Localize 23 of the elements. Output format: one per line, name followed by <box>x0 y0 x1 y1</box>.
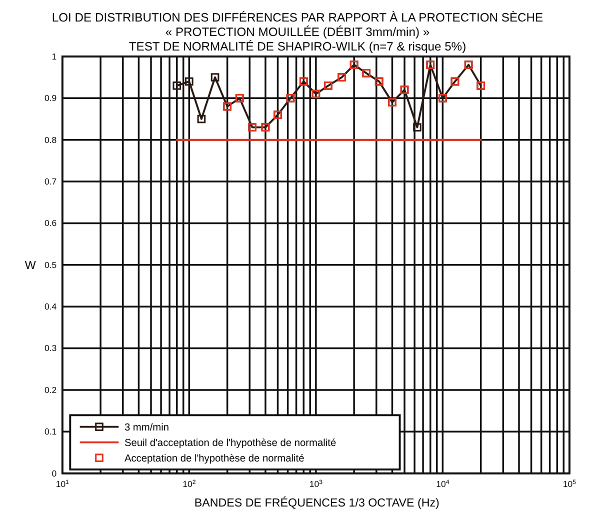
x-tick-label: 10$^{1}$ <box>56 478 70 489</box>
legend-label: 3 mm/min <box>124 422 170 434</box>
y-tick-label: 0 <box>52 468 57 478</box>
y-tick-label: 0.3 <box>44 343 57 354</box>
x-tick-label: 10$^{2}$ <box>182 478 196 489</box>
y-tick-label: 0.9 <box>44 93 57 104</box>
chart-subtitle: « PROTECTION MOUILLÉE (DÉBIT 3mm/min) » TEST DE NORMALITÉ DE SHAPIRO-WILK (n=7 & risque 5%) <box>128 25 466 54</box>
y-tick-label: 0.5 <box>44 260 57 270</box>
y-tick-label: 0.2 <box>44 384 57 395</box>
x-tick-label: 10$^{4}$ <box>436 478 450 489</box>
y-tick-label: 0.8 <box>44 134 57 145</box>
y-tick-label: 0.4 <box>44 302 57 312</box>
y-tick-label: 0.1 <box>44 426 57 437</box>
y-tick-label: 1 <box>52 51 57 62</box>
y-tick-label: 0.6 <box>44 218 57 228</box>
legend-label: Seuil d'acceptation de l'hypothèse de normalité <box>124 438 336 450</box>
y-tick-label: 0.7 <box>44 176 57 186</box>
legend-label: Acceptation de l'hypothèse de normalité <box>124 454 305 465</box>
y-axis-title: W <box>24 258 36 272</box>
chart-title: LOI DE DISTRIBUTION DES DIFFÉRENCES PAR RAPPORT À LA PROTECTION SÈCHE <box>52 10 544 25</box>
x-tick-label: 10$^{3}$ <box>309 478 324 489</box>
x-tick-label: 10$^{5}$ <box>562 478 577 489</box>
x-axis-title: BANDES DE FRÉQUENCES 1/3 OCTAVE (Hz) <box>194 495 440 510</box>
